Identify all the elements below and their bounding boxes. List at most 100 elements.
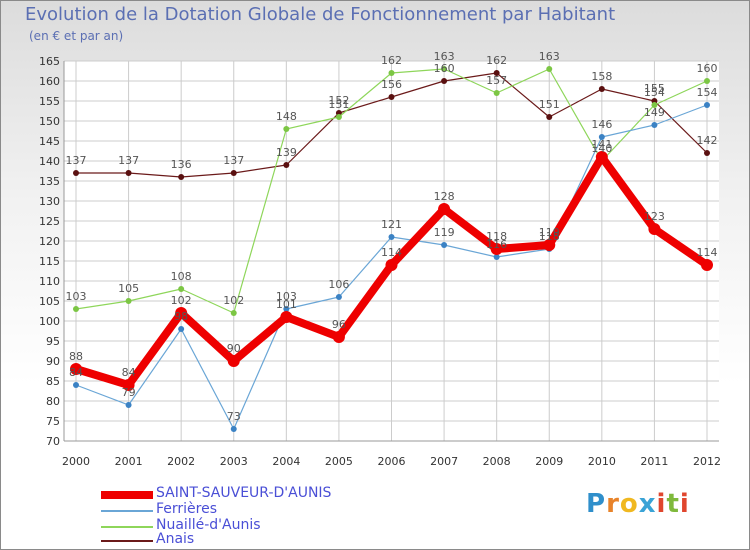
data-label: 84 <box>69 366 83 379</box>
data-label: 149 <box>644 106 665 119</box>
y-tick-label: 90 <box>46 355 60 368</box>
data-point <box>704 150 710 156</box>
data-point <box>125 298 132 304</box>
logo-letter: i <box>656 489 667 519</box>
data-point <box>122 379 135 391</box>
y-tick-label: 105 <box>39 295 60 308</box>
data-label: 119 <box>539 226 560 239</box>
data-point <box>178 174 185 180</box>
x-tick-label: 2007 <box>430 455 458 468</box>
data-point <box>388 234 395 240</box>
data-point <box>385 259 398 271</box>
x-tick-label: 2009 <box>535 455 563 468</box>
data-point <box>125 402 132 408</box>
logo-letter: o <box>619 489 639 519</box>
proxiti-logo: Proxiti <box>586 489 690 519</box>
data-point <box>178 326 185 332</box>
data-label: 141 <box>591 138 612 151</box>
data-point <box>335 114 342 120</box>
data-point <box>283 162 290 168</box>
logo-letter: x <box>638 489 657 519</box>
x-tick-label: 2002 <box>167 455 195 468</box>
data-label: 137 <box>223 154 244 167</box>
data-point <box>175 307 188 319</box>
data-label: 103 <box>276 290 297 303</box>
data-label: 137 <box>66 154 87 167</box>
y-tick-label: 130 <box>39 195 60 208</box>
data-point <box>280 311 293 323</box>
data-label: 102 <box>171 294 192 307</box>
data-point <box>335 294 342 300</box>
data-label: 158 <box>591 70 612 83</box>
data-point <box>227 355 240 367</box>
data-label: 160 <box>697 62 718 75</box>
y-tick-label: 120 <box>39 235 60 248</box>
x-tick-label: 2011 <box>640 455 668 468</box>
data-label: 116 <box>486 238 507 251</box>
data-point <box>701 259 713 271</box>
data-label: 146 <box>591 118 612 131</box>
data-point <box>651 102 658 108</box>
legend-label: Ferrières <box>156 501 218 517</box>
y-tick-label: 145 <box>39 135 60 148</box>
data-point <box>388 70 395 76</box>
data-point <box>73 170 79 176</box>
data-label: 79 <box>122 386 136 399</box>
legend-label: Anais <box>156 531 195 547</box>
y-tick-label: 135 <box>39 175 60 188</box>
data-label: 136 <box>171 158 192 171</box>
logo-letter: t <box>666 489 680 519</box>
data-label: 106 <box>328 278 349 291</box>
data-point <box>543 239 556 251</box>
y-tick-label: 160 <box>39 75 60 88</box>
data-point <box>125 170 132 176</box>
data-point <box>441 78 448 84</box>
y-tick-label: 125 <box>39 215 60 228</box>
data-label: 102 <box>223 294 244 307</box>
chart-title: Evolution de la Dotation Globale de Fonc… <box>25 4 616 25</box>
y-tick-label: 115 <box>39 255 60 268</box>
y-tick-label: 85 <box>46 375 60 388</box>
data-point <box>704 78 710 84</box>
data-point <box>493 70 500 76</box>
x-tick-label: 2001 <box>115 455 143 468</box>
data-point <box>332 331 345 343</box>
data-label: 151 <box>328 98 349 111</box>
data-label: 151 <box>539 98 560 111</box>
data-label: 148 <box>276 110 297 123</box>
data-label: 154 <box>697 86 718 99</box>
x-tick-label: 2005 <box>325 455 353 468</box>
x-tick-label: 2004 <box>272 455 300 468</box>
y-tick-label: 80 <box>46 395 60 408</box>
data-label: 157 <box>486 74 507 87</box>
data-label: 163 <box>434 50 455 63</box>
data-point <box>648 223 661 235</box>
x-tick-label: 2012 <box>693 455 721 468</box>
data-point <box>546 114 553 120</box>
data-label: 84 <box>122 366 136 379</box>
logo-letter: i <box>679 489 690 519</box>
data-point <box>651 122 658 128</box>
legend-label: SAINT-SAUVEUR-D'AUNIS <box>156 485 332 501</box>
logo-letter: r <box>606 489 620 519</box>
data-point <box>546 66 553 72</box>
data-point <box>598 134 605 140</box>
x-tick-label: 2008 <box>483 455 511 468</box>
data-label: 154 <box>644 86 665 99</box>
y-tick-label: 95 <box>46 335 60 348</box>
data-label: 142 <box>697 134 718 147</box>
legend-swatch <box>101 491 153 499</box>
data-label: 137 <box>118 154 139 167</box>
y-tick-label: 100 <box>39 315 60 328</box>
data-point <box>73 306 79 312</box>
data-point <box>595 151 608 163</box>
data-point <box>493 90 500 96</box>
data-point <box>441 242 448 248</box>
y-tick-label: 165 <box>39 55 60 68</box>
data-point <box>493 254 500 260</box>
data-point <box>283 306 290 312</box>
x-tick-label: 2003 <box>220 455 248 468</box>
data-label: 90 <box>227 342 241 355</box>
legend-label: Nuaillé-d'Aunis <box>156 517 261 533</box>
